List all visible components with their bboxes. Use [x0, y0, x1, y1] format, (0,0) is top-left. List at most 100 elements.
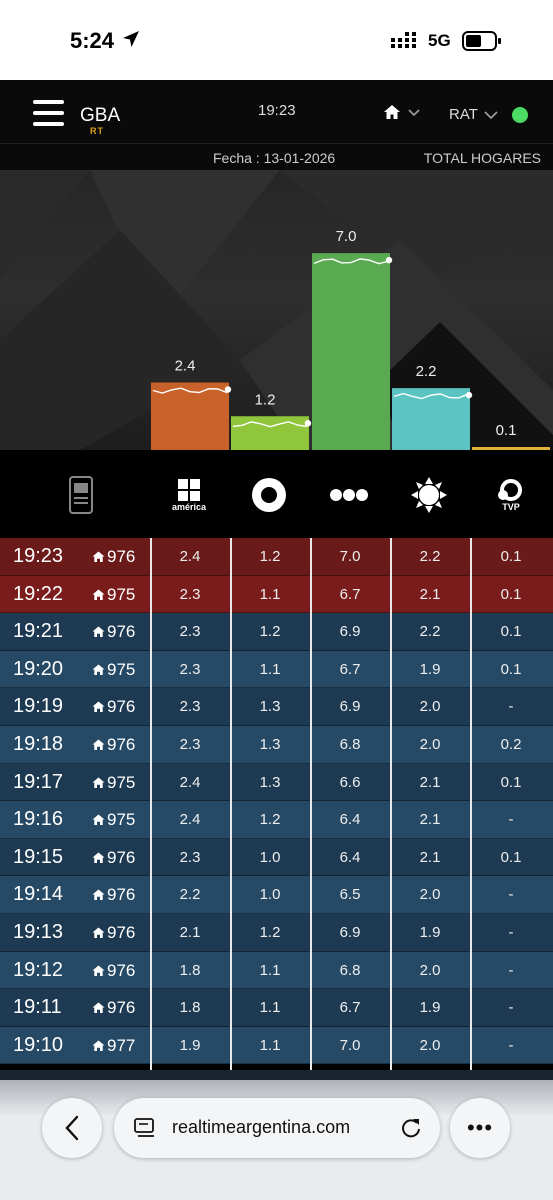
clock: 5:24	[70, 28, 115, 53]
table-row[interactable]: 19:17 975 2.4 1.3 6.6 2.1 0.1	[0, 763, 553, 802]
chevron-down-icon	[408, 109, 420, 117]
rating-cell: 0.1	[500, 660, 522, 678]
bar-end-dot-4	[465, 391, 473, 399]
live-indicator	[512, 107, 528, 123]
signal-icon	[391, 32, 416, 48]
row-homes-count: 976	[107, 885, 136, 905]
table-row[interactable]: 19:21 976 2.3 1.2 6.9 2.2 0.1	[0, 613, 553, 651]
bar-2	[231, 416, 309, 450]
rating-cell: 6.7	[339, 999, 361, 1017]
rating-cell: 6.4	[339, 848, 361, 866]
rating-cell: 1.2	[259, 924, 281, 941]
channel-13-logo-icon[interactable]	[406, 472, 452, 518]
metric-selector[interactable]: RAT	[449, 106, 478, 123]
row-homes-count: 975	[107, 810, 136, 830]
rating-cell: 1.0	[259, 848, 281, 866]
chevron-down-icon[interactable]	[484, 110, 498, 120]
bar-3	[312, 253, 390, 450]
rating-cell: 2.2	[419, 548, 441, 565]
rating-cell: 2.2	[419, 623, 441, 641]
page-menu-icon[interactable]	[134, 1118, 156, 1138]
rating-cell: 2.3	[179, 736, 201, 753]
table-row[interactable]: 19:13 976 2.1 1.2 6.9 1.9 -	[0, 914, 553, 952]
table-row[interactable]: 19:10 977 1.9 1.1 7.0 2.0 -	[0, 1026, 553, 1065]
row-homes-count: 976	[107, 847, 136, 867]
rating-cell: 6.7	[339, 660, 361, 678]
row-homes: 976	[92, 914, 148, 952]
column-divider	[310, 538, 312, 1070]
row-homes-count: 977	[107, 1035, 136, 1055]
row-homes: 976	[92, 726, 148, 764]
rating-cell: 2.1	[419, 773, 441, 791]
row-time: 19:10	[13, 1033, 64, 1056]
home-icon	[92, 927, 105, 938]
channel-bar: américa TVP	[0, 450, 553, 538]
rating-cell: 0.1	[500, 548, 522, 565]
telefe-logo-icon[interactable]	[326, 472, 372, 518]
row-time: 19:19	[13, 695, 64, 718]
menu-icon[interactable]	[33, 100, 64, 126]
rating-cell: 2.0	[419, 961, 441, 979]
phone-chart-icon[interactable]	[58, 472, 104, 518]
back-button[interactable]	[42, 1098, 102, 1158]
home-icon	[92, 852, 105, 863]
rating-cell: 2.2	[179, 886, 201, 904]
column-divider	[230, 538, 232, 1070]
row-time: 19:17	[13, 770, 64, 793]
row-homes: 976	[92, 688, 148, 726]
rating-cell: 6.5	[339, 886, 361, 904]
rating-cell: 1.1	[259, 1036, 281, 1054]
row-homes: 976	[92, 538, 148, 576]
table-row[interactable]: 19:12 976 1.8 1.1 6.8 2.0 -	[0, 951, 553, 990]
current-time: 19:23	[258, 102, 296, 119]
table-row[interactable]: 19:15 976 2.3 1.0 6.4 2.1 0.1	[0, 838, 553, 877]
rating-cell: 2.3	[179, 623, 201, 641]
table-row[interactable]: 19:14 976 2.2 1.0 6.5 2.0 -	[0, 876, 553, 914]
rating-cell: 0.1	[500, 585, 522, 603]
battery-icon	[462, 31, 501, 51]
row-homes: 976	[92, 613, 148, 651]
rating-cell: 1.3	[259, 736, 281, 753]
region-title[interactable]: GBA	[80, 105, 121, 126]
rating-cell: 2.3	[179, 698, 201, 716]
home-selector[interactable]	[383, 104, 425, 122]
table-row[interactable]: 19:22 975 2.3 1.1 6.7 2.1 0.1	[0, 575, 553, 614]
table-row[interactable]: 19:16 975 2.4 1.2 6.4 2.1 -	[0, 801, 553, 839]
row-homes: 975	[92, 764, 148, 802]
row-time: 19:14	[13, 883, 64, 906]
table-row[interactable]: 19:18 976 2.3 1.3 6.8 2.0 0.2	[0, 726, 553, 764]
rating-cell: 7.0	[339, 1036, 361, 1054]
row-homes-count: 976	[107, 622, 136, 642]
row-homes: 976	[92, 876, 148, 914]
chart-background-pattern	[0, 170, 553, 450]
rating-cell: 2.1	[179, 924, 201, 941]
tvp-logo-icon[interactable]: TVP	[488, 472, 534, 518]
row-time: 19:13	[13, 921, 64, 943]
rating-cell: 2.4	[179, 811, 201, 829]
rating-cell: 1.2	[259, 548, 281, 565]
row-time: 19:11	[13, 996, 62, 1019]
table-row[interactable]: 19:20 975 2.3 1.1 6.7 1.9 0.1	[0, 650, 553, 689]
rating-cell: -	[508, 999, 514, 1017]
bar-value-label-2: 1.2	[255, 391, 276, 408]
bar-trend-line-4	[393, 392, 469, 400]
bar-value-label-3: 7.0	[336, 228, 357, 245]
rating-cell: 6.4	[339, 811, 361, 829]
rating-cell: 1.9	[419, 924, 441, 941]
rating-cell: 2.0	[419, 698, 441, 716]
address-bar[interactable]: realtimeargentina.com	[114, 1098, 440, 1158]
table-row[interactable]: 19:23 976 2.4 1.2 7.0 2.2 0.1	[0, 538, 553, 576]
rating-cell: 2.4	[179, 773, 201, 791]
america-logo-icon[interactable]: américa	[166, 472, 212, 518]
bar-5	[472, 447, 550, 450]
row-time: 19:20	[13, 657, 64, 680]
rating-cell: 2.0	[419, 736, 441, 753]
more-button[interactable]: •••	[450, 1098, 510, 1158]
table-row[interactable]: 19:19 976 2.3 1.3 6.9 2.0 -	[0, 688, 553, 726]
table-row[interactable]: 19:11 976 1.8 1.1 6.7 1.9 -	[0, 989, 553, 1027]
rating-cell: 6.7	[339, 585, 361, 603]
rating-cell: 2.4	[179, 548, 201, 565]
bar-trend-line-2	[232, 421, 308, 428]
reload-icon[interactable]	[400, 1117, 422, 1139]
channel-9-logo-icon[interactable]	[246, 472, 292, 518]
